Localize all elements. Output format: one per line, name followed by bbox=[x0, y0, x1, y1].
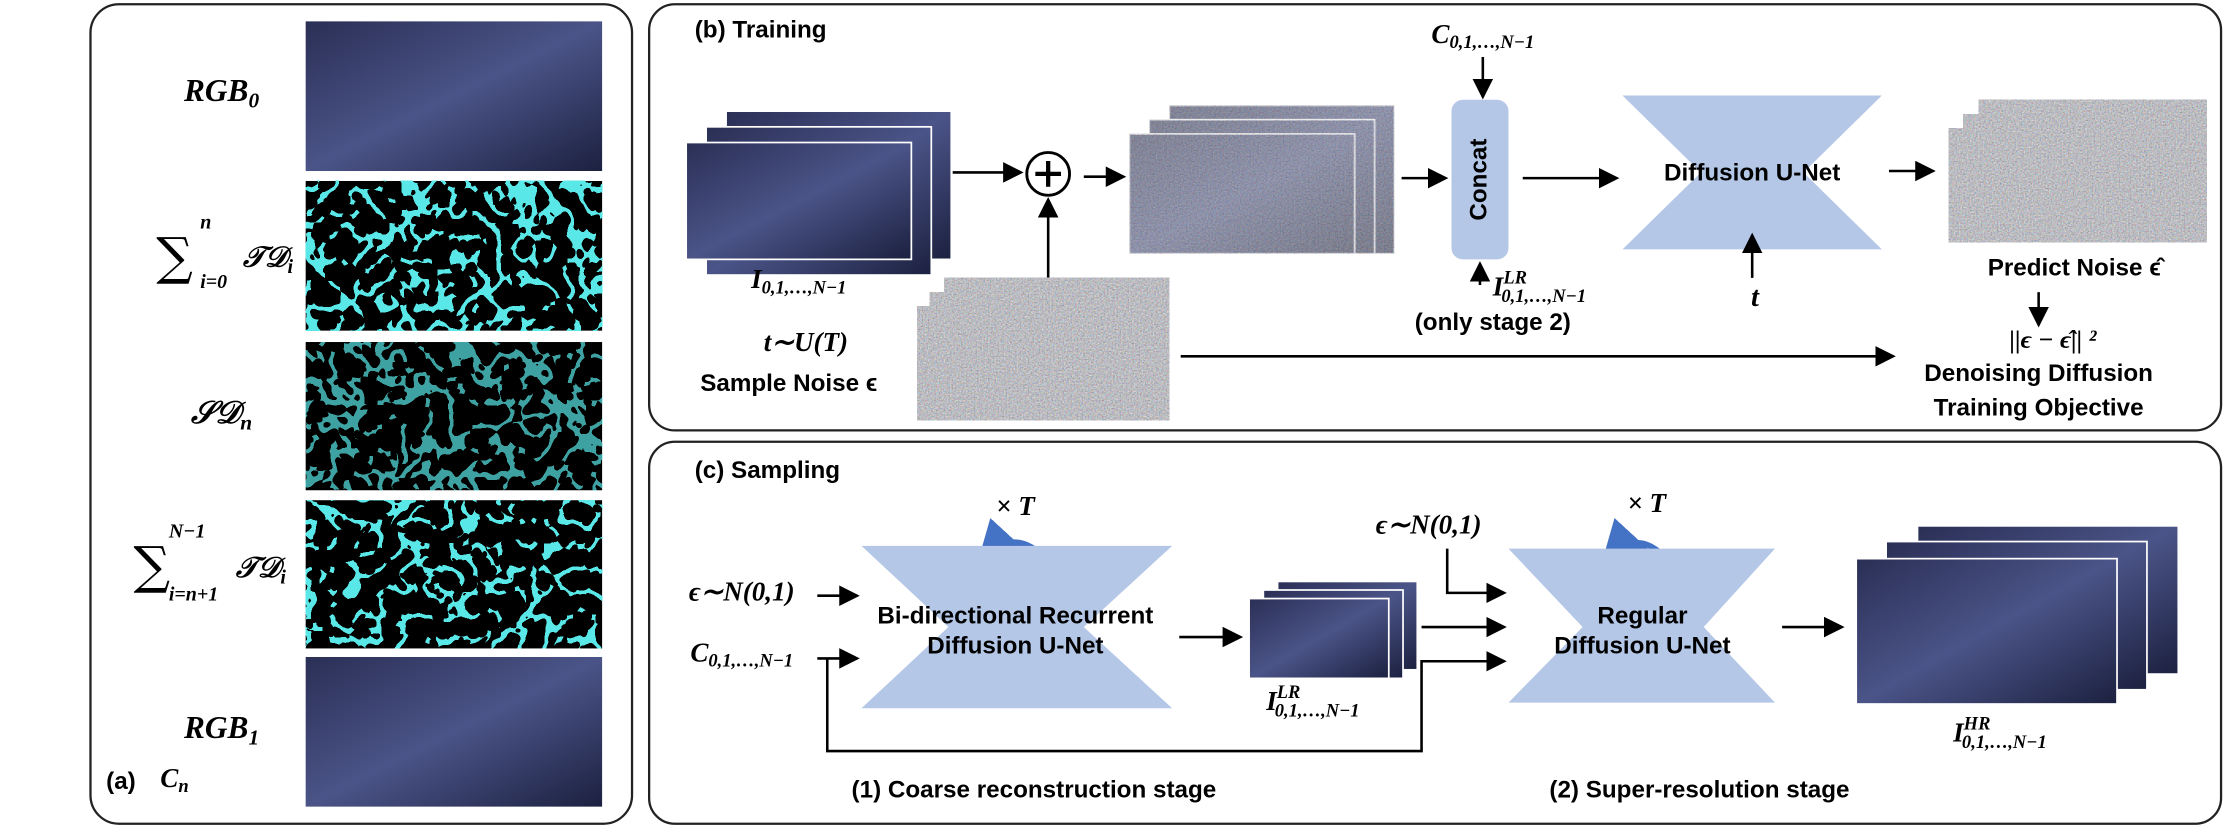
objective: Denoising Diffusion bbox=[1924, 360, 2153, 387]
row-label: 𝒯𝒟i bbox=[242, 242, 294, 278]
panel-b bbox=[647, 3, 2223, 432]
label-sub: n bbox=[178, 776, 188, 797]
input-frames bbox=[685, 110, 953, 276]
objective: Training Objective bbox=[1934, 394, 2144, 421]
label-sup: LR bbox=[1276, 682, 1301, 703]
repeat: × T bbox=[996, 491, 1036, 521]
noise-label: ϵ∼N(0,1) bbox=[1376, 510, 1482, 540]
row-label: 𝒮𝒟n bbox=[190, 395, 252, 434]
label-sub: 0,1,…,N−1 bbox=[762, 278, 847, 299]
label-sub: n bbox=[240, 411, 252, 435]
unet bbox=[1508, 548, 1775, 703]
predict-noise: Predict Noise ϵ̂ bbox=[1988, 255, 2166, 282]
label-main: RGB bbox=[183, 710, 248, 745]
label-sub: i bbox=[288, 256, 294, 278]
panel-label: (a) bbox=[106, 768, 136, 795]
label-sub: 0,1,…,N−1 bbox=[1501, 286, 1586, 307]
unet-label: Regular bbox=[1597, 602, 1688, 629]
unet bbox=[1622, 95, 1882, 250]
frame-image bbox=[305, 21, 603, 172]
skip-arrow bbox=[825, 650, 1507, 753]
plus-sign bbox=[1035, 161, 1061, 187]
panel-c bbox=[647, 440, 2223, 825]
label-sub: 0,1,…,N−1 bbox=[1449, 32, 1534, 53]
hr-label: IHR 0,1,…,N−1 bbox=[1952, 714, 2047, 754]
label-sub: 0,1,…,N−1 bbox=[1962, 732, 2047, 753]
diff-pattern bbox=[305, 342, 603, 491]
noise-frames bbox=[916, 277, 1171, 422]
label-main: 𝒯𝒟 bbox=[242, 242, 293, 273]
label-main: C bbox=[1431, 19, 1450, 49]
panel-title: (c) Sampling bbox=[695, 457, 840, 484]
frame-image bbox=[305, 656, 603, 807]
lr-label: ILR 0,1,…,N−1 bbox=[1265, 682, 1359, 722]
label-sub: i bbox=[280, 566, 286, 588]
label-main: C bbox=[690, 638, 709, 668]
sum-sign: ∑ bbox=[133, 536, 170, 596]
diff-pattern bbox=[305, 180, 603, 331]
label-sub: 0,1,…,N−1 bbox=[708, 651, 793, 672]
sum-sub: i=n+1 bbox=[169, 583, 218, 605]
row-label: RGB0 bbox=[183, 73, 259, 112]
label-main: 𝒮𝒟 bbox=[190, 395, 246, 430]
arrow bbox=[1445, 548, 1507, 604]
label-main: 𝒯𝒟 bbox=[235, 553, 286, 584]
label-main: I bbox=[1265, 686, 1278, 716]
row-label: RGB1 bbox=[183, 710, 259, 749]
sample-noise: Sample Noise ϵ bbox=[700, 370, 877, 397]
label-sub: 1 bbox=[248, 726, 259, 750]
timestep: t bbox=[1751, 282, 1760, 313]
concat-label: Concat bbox=[1465, 139, 1492, 221]
unet bbox=[861, 545, 1173, 709]
unet-label: Bi-directional Recurrent bbox=[877, 602, 1153, 629]
repeat: × T bbox=[1627, 488, 1667, 518]
noisy-frames bbox=[1128, 104, 1396, 255]
label-main: RGB bbox=[183, 73, 248, 108]
unet-label: Diffusion U-Net bbox=[1554, 632, 1730, 659]
t-sample: t∼U(T) bbox=[764, 327, 848, 357]
unet-label: Diffusion U-Net bbox=[927, 632, 1103, 659]
lr-note: (only stage 2) bbox=[1415, 309, 1571, 336]
caption: Cn bbox=[160, 763, 188, 797]
sum-sub: i=0 bbox=[200, 271, 227, 293]
label-main: C bbox=[160, 763, 179, 793]
diff-pattern bbox=[305, 500, 603, 649]
lr-label: ILR 0,1,…,N−1 bbox=[1492, 268, 1586, 308]
condition-label: C0,1,…,N−1 bbox=[690, 638, 793, 672]
concat-box bbox=[1451, 99, 1509, 260]
label-main: I bbox=[1952, 718, 1965, 748]
sum-sign: ∑ bbox=[156, 227, 193, 287]
panel-title: (b) Training bbox=[695, 17, 827, 44]
label-sup: HR bbox=[1963, 714, 1991, 735]
panel-a bbox=[89, 3, 634, 825]
sum-sup: N−1 bbox=[168, 521, 205, 543]
label-sub: 0 bbox=[248, 89, 259, 113]
condition-label: C0,1,…,N−1 bbox=[1431, 19, 1534, 53]
hr-frames bbox=[1855, 525, 2180, 705]
stage-label: (2) Super-resolution stage bbox=[1549, 776, 1849, 803]
label-sub: 0,1,…,N−1 bbox=[1275, 701, 1360, 722]
lr-frames bbox=[1248, 580, 1419, 680]
sum-sup: n bbox=[200, 211, 211, 233]
unet-label: Diffusion U-Net bbox=[1664, 159, 1840, 186]
input-label: I0,1,…,N−1 bbox=[750, 264, 846, 298]
noise-label: ϵ∼N(0,1) bbox=[689, 576, 795, 606]
stage-label: (1) Coarse reconstruction stage bbox=[852, 776, 1217, 803]
label-main: I bbox=[1492, 272, 1505, 302]
predicted-noise bbox=[1947, 98, 2208, 244]
row-label: 𝒯𝒟i bbox=[235, 553, 287, 589]
label-sup: LR bbox=[1502, 268, 1527, 289]
loss: ||ϵ − ϵ̂|| ² bbox=[2009, 325, 2097, 354]
label-main: I bbox=[750, 264, 763, 294]
